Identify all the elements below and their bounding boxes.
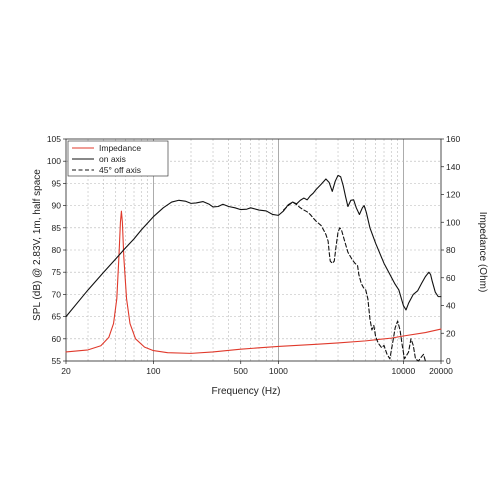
y-left-tick-label: 100 (47, 156, 61, 166)
x-tick-label: 20 (61, 366, 71, 376)
y-left-tick-label: 55 (52, 356, 62, 366)
y-left-tick-label: 90 (52, 201, 62, 211)
y-right-tick-label: 80 (446, 245, 456, 255)
y-right-tick-label: 160 (446, 134, 460, 144)
x-tick-label: 20000 (429, 366, 453, 376)
x-tick-label: 1000 (269, 366, 288, 376)
x-tick-label: 500 (234, 366, 248, 376)
y-right-axis-ticks: 0 20 40 60 80 100 120 140 160 (441, 134, 460, 366)
y-left-tick-label: 95 (52, 178, 62, 188)
y-right-axis-label: Impedance (Ohm) (477, 212, 488, 293)
series-line-on-axis (65, 174, 442, 318)
legend-label-impedance: Impedance (99, 143, 141, 153)
y-right-tick-label: 100 (446, 217, 460, 227)
series-line-impedance (65, 210, 442, 354)
series-line-45-off-axis (283, 201, 426, 362)
y-left-tick-label: 105 (47, 134, 61, 144)
y-left-tick-label: 60 (52, 334, 62, 344)
y-right-tick-label: 40 (446, 301, 456, 311)
y-left-tick-label: 85 (52, 223, 62, 233)
series-group (65, 174, 442, 362)
x-axis-ticks: 20 100 500 1000 10000 20000 (61, 361, 453, 376)
x-tick-label: 10000 (392, 366, 416, 376)
legend-label-on-axis: on axis (99, 154, 126, 164)
legend-label-off-axis: 45° off axis (99, 165, 141, 175)
y-left-axis-ticks: 55 60 65 70 75 80 85 90 95 100 105 (47, 134, 66, 366)
y-left-tick-label: 75 (52, 267, 62, 277)
y-right-tick-label: 140 (446, 162, 460, 172)
y-right-tick-label: 120 (446, 190, 460, 200)
y-left-axis-label: SPL (dB) @ 2.83V, 1m, half space (32, 169, 43, 321)
legend: Impedance on axis 45° off axis (67, 140, 169, 177)
y-left-tick-label: 65 (52, 312, 62, 322)
x-axis-label: Frequency (Hz) (212, 386, 281, 397)
y-left-tick-label: 80 (52, 245, 62, 255)
y-right-tick-label: 0 (446, 356, 451, 366)
y-left-tick-label: 70 (52, 289, 62, 299)
y-right-tick-label: 20 (446, 328, 456, 338)
x-tick-label: 100 (146, 366, 160, 376)
y-right-tick-label: 60 (446, 273, 456, 283)
